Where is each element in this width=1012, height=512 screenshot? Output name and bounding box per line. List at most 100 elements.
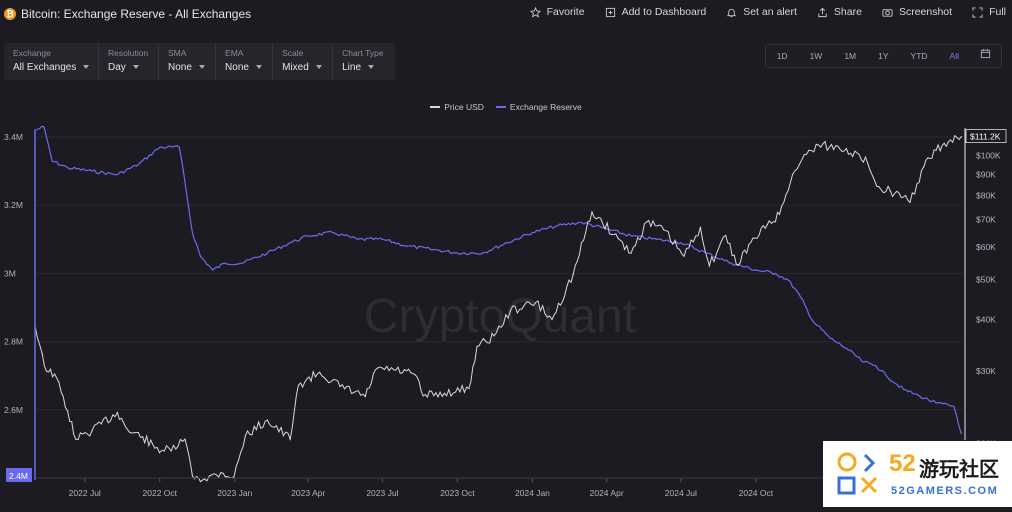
chevron-down-icon [198, 65, 205, 70]
reserve-data-point [45, 136, 48, 138]
price-data-point [476, 345, 478, 348]
watermark-text: CryptoQuant [364, 290, 636, 343]
ema-select[interactable]: EMA None [216, 43, 274, 80]
reserve-data-point [531, 231, 534, 234]
page-title: Bitcoin: Exchange Reserve - All Exchange… [21, 7, 252, 21]
range-all-button[interactable]: All [949, 51, 959, 61]
price-data-point [735, 263, 737, 265]
reserve-data-point [919, 395, 921, 397]
legend-label-reserve: Exchange Reserve [509, 102, 582, 112]
resolution-select[interactable]: Resolution Day [99, 43, 159, 80]
chart-type-select[interactable]: Chart Type Line [333, 43, 395, 80]
reserve-data-point [199, 255, 202, 257]
reserve-data-point [506, 242, 508, 244]
calendar-button[interactable] [970, 45, 1001, 67]
screenshot-button[interactable]: Screenshot [882, 6, 952, 18]
reserve-data-point [137, 163, 140, 165]
price-data-point [493, 335, 495, 337]
reserve-data-point [812, 320, 814, 322]
price-data-point [289, 438, 291, 440]
title-bar: ₿ Bitcoin: Exchange Reserve - All Exchan… [0, 0, 1012, 28]
x-tick-label: 2023 Apr [291, 488, 325, 498]
x-tick-label: 2022 Jul [69, 488, 101, 498]
legend-swatch-reserve [495, 106, 506, 108]
chart-axes: 3.4M 3.2M 3M 2.8M 2.6M 2.4M $100K $90K $80K $70K $… [4, 128, 1007, 498]
price-data-point [683, 255, 685, 257]
chart-canvas[interactable]: CryptoQuant 3.4M 3.2M 3M 2.8M 2.6M 2.4M $100K $… [0, 120, 1012, 507]
legend-item-reserve[interactable]: Exchange Reserve [495, 102, 582, 112]
badge-cn-text: 游玩社区 [919, 459, 999, 481]
legend-swatch-price [430, 106, 441, 108]
chevron-down-icon [368, 65, 374, 70]
reserve-data-point [266, 252, 269, 254]
y-right-tick-label: $70K [976, 214, 996, 224]
price-data-point [191, 475, 193, 477]
share-button[interactable]: Share [817, 6, 862, 18]
set-alert-label: Set an alert [743, 6, 797, 18]
range-1y-button[interactable]: 1Y [878, 51, 889, 61]
y-left-tick-label: 2.6M [4, 405, 23, 415]
chart-series [34, 125, 962, 483]
reserve-data-point [43, 126, 45, 128]
reserve-data-point [116, 173, 118, 176]
price-data-point [220, 472, 222, 474]
legend-label-price: Price USD [444, 102, 484, 112]
x-tick-label: 2024 Jul [665, 488, 697, 498]
reserve-data-point [845, 347, 847, 350]
sma-select[interactable]: SMA None [159, 43, 217, 80]
share-icon [817, 7, 828, 18]
favorite-label: Favorite [546, 6, 585, 18]
x-tick-label: 2023 Oct [440, 488, 475, 498]
scale-select[interactable]: Scale Mixed [273, 43, 334, 80]
legend-item-price[interactable]: Price USD [430, 102, 484, 112]
dashboard-icon [605, 7, 616, 18]
reserve-data-point [212, 269, 214, 271]
sma-value: None [167, 62, 192, 73]
series-line-exchange-reserve [34, 125, 962, 434]
reserve-data-point [580, 221, 582, 223]
x-tick-label: 2022 Oct [143, 488, 178, 498]
price-data-point [778, 213, 781, 215]
y-right-tick-label: $90K [976, 169, 996, 179]
chart-type-value: Line [342, 62, 361, 73]
price-data-point [509, 310, 512, 312]
range-1w-button[interactable]: 1W [809, 51, 823, 61]
price-data-point [393, 369, 395, 371]
reserve-data-point [289, 242, 291, 244]
exchange-label: Exchange [13, 48, 51, 58]
price-data-point [960, 135, 962, 138]
y-right-tick-label: $40K [976, 315, 996, 325]
price-data-point [866, 162, 869, 164]
reserve-data-point [241, 262, 243, 264]
price-data-point [53, 373, 56, 375]
fullscreen-button[interactable]: Full [972, 6, 1006, 18]
price-data-point [422, 395, 424, 397]
price-data-point [791, 173, 794, 176]
add-to-dashboard-button[interactable]: Add to Dashboard [605, 6, 706, 18]
price-data-point [468, 387, 470, 390]
fullscreen-label: Full [989, 6, 1006, 18]
filter-bar: Exchange All Exchanges Resolution Day SM… [4, 43, 395, 80]
set-alert-button[interactable]: Set an alert [726, 6, 797, 18]
price-data-point [572, 273, 574, 275]
range-selector: 1D 1W 1M 1Y YTD All [764, 44, 1002, 68]
price-data-point [808, 149, 810, 151]
price-data-point [725, 234, 727, 237]
range-1d-button[interactable]: 1D [776, 51, 788, 61]
exchange-select[interactable]: Exchange All Exchanges [4, 43, 99, 80]
resolution-label: Resolution [108, 48, 149, 58]
reserve-data-point [51, 160, 53, 162]
favorite-button[interactable]: Favorite [529, 6, 585, 18]
reserve-data-point [224, 262, 226, 264]
price-data-point [617, 237, 619, 239]
price-data-point [947, 141, 949, 143]
price-data-point [233, 476, 235, 478]
reserve-data-point [730, 262, 733, 264]
price-data-point [45, 370, 48, 372]
range-ytd-button[interactable]: YTD [910, 51, 928, 61]
price-data-point [318, 371, 321, 373]
price-data-point [142, 435, 144, 438]
range-1m-button[interactable]: 1M [844, 51, 857, 61]
reserve-data-point [829, 337, 831, 339]
price-data-point [297, 384, 299, 386]
